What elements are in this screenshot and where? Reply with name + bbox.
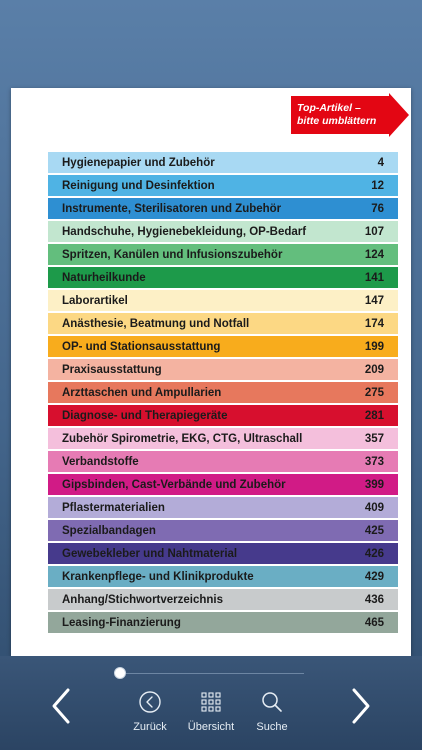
toc-row[interactable]: Krankenpflege- und Klinikprodukte 429 bbox=[48, 566, 398, 587]
toc-page-number: 281 bbox=[364, 409, 384, 422]
toc-row[interactable]: Spritzen, Kanülen und Infusionszubehör 12… bbox=[48, 244, 398, 265]
toc-label: OP- und Stationsausstattung bbox=[62, 340, 221, 353]
table-of-contents: Hygienepapier und Zubehör 4 Reinigung und … bbox=[48, 152, 398, 635]
toc-label: Diagnose- und Therapiegeräte bbox=[62, 409, 228, 422]
toc-page-number: 409 bbox=[364, 501, 384, 514]
toc-page-number: 373 bbox=[364, 455, 384, 468]
toc-label: Instrumente, Sterilisatoren und Zubehör bbox=[62, 202, 282, 215]
toc-row[interactable]: Spezialbandagen 425 bbox=[48, 520, 398, 541]
toc-row[interactable]: Naturheilkunde 141 bbox=[48, 267, 398, 288]
toc-label: Zubehör Spirometrie, EKG, CTG, Ultrascha… bbox=[62, 432, 303, 445]
toc-page-number: 209 bbox=[364, 363, 384, 376]
toc-label: Reinigung und Desinfektion bbox=[62, 179, 215, 192]
back-button[interactable]: Zurück bbox=[115, 689, 185, 733]
grid-icon bbox=[201, 692, 221, 712]
toc-row[interactable]: Handschuhe, Hygienebekleidung, OP-Bedarf… bbox=[48, 221, 398, 242]
toc-row[interactable]: Leasing-Finanzierung 465 bbox=[48, 612, 398, 633]
toc-label: Arzttaschen und Ampullarien bbox=[62, 386, 222, 399]
page-slider-thumb[interactable] bbox=[114, 667, 126, 679]
toc-label: Hygienepapier und Zubehör bbox=[62, 156, 215, 169]
toc-label: Gewebekleber und Nahtmaterial bbox=[62, 547, 238, 560]
toc-label: Anhang/Stichwortverzeichnis bbox=[62, 593, 224, 606]
top-article-ribbon: Top-Artikel – bitte umblättern bbox=[291, 93, 409, 137]
circle-chevron-left-icon bbox=[139, 691, 161, 713]
toc-row[interactable]: OP- und Stationsausstattung 199 bbox=[48, 336, 398, 357]
toc-row[interactable]: Anästhesie, Beatmung und Notfall 174 bbox=[48, 313, 398, 334]
toc-page-number: 275 bbox=[364, 386, 384, 399]
reader-toolbar: Zurück Übersicht Suche bbox=[0, 656, 422, 750]
toc-page-number: 147 bbox=[364, 294, 384, 307]
toc-row[interactable]: Anhang/Stichwortverzeichnis 436 bbox=[48, 589, 398, 610]
toc-label: Pflastermaterialien bbox=[62, 501, 165, 514]
toc-page-number: 426 bbox=[364, 547, 384, 560]
toc-page-number: 174 bbox=[364, 317, 384, 330]
toc-label: Spritzen, Kanülen und Infusionszubehör bbox=[62, 248, 283, 261]
toc-row[interactable]: Praxisausstattung 209 bbox=[48, 359, 398, 380]
toc-row[interactable]: Gewebekleber und Nahtmaterial 426 bbox=[48, 543, 398, 564]
overview-button[interactable]: Übersicht bbox=[176, 689, 246, 733]
page-slider-track[interactable] bbox=[120, 673, 304, 674]
toc-page-number: 199 bbox=[364, 340, 384, 353]
catalog-page: Top-Artikel – bitte umblättern Hygienepa… bbox=[11, 88, 411, 656]
toc-page-number: 141 bbox=[364, 271, 384, 284]
ribbon-line-2: bitte umblättern bbox=[297, 115, 377, 127]
toc-label: Handschuhe, Hygienebekleidung, OP-Bedarf bbox=[62, 225, 307, 238]
toc-row[interactable]: Pflastermaterialien 409 bbox=[48, 497, 398, 518]
toc-row[interactable]: Diagnose- und Therapiegeräte 281 bbox=[48, 405, 398, 426]
toc-label: Gipsbinden, Cast-Verbände und Zubehör bbox=[62, 478, 286, 491]
ribbon-line-1: Top-Artikel – bbox=[297, 102, 361, 114]
search-button[interactable]: Suche bbox=[237, 689, 307, 733]
toc-row[interactable]: Gipsbinden, Cast-Verbände und Zubehör 399 bbox=[48, 474, 398, 495]
ribbon-arrow-shape bbox=[291, 93, 409, 137]
toc-page-number: 124 bbox=[364, 248, 384, 261]
toc-label: Verbandstoffe bbox=[62, 455, 139, 468]
toc-row[interactable]: Instrumente, Sterilisatoren und Zubehör 7… bbox=[48, 198, 398, 219]
toc-label: Laborartikel bbox=[62, 294, 128, 307]
previous-page-button[interactable] bbox=[46, 686, 76, 726]
toc-page-number: 399 bbox=[364, 478, 384, 491]
toc-row[interactable]: Hygienepapier und Zubehör 4 bbox=[48, 152, 398, 173]
toc-page-number: 465 bbox=[364, 616, 384, 629]
toc-row[interactable]: Arzttaschen und Ampullarien 275 bbox=[48, 382, 398, 403]
toc-label: Krankenpflege- und Klinikprodukte bbox=[62, 570, 254, 583]
toc-page-number: 12 bbox=[371, 179, 384, 192]
toc-row[interactable]: Verbandstoffe 373 bbox=[48, 451, 398, 472]
toc-page-number: 436 bbox=[364, 593, 384, 606]
overview-label: Übersicht bbox=[187, 721, 235, 733]
toc-row[interactable]: Laborartikel 147 bbox=[48, 290, 398, 311]
toc-row[interactable]: Zubehör Spirometrie, EKG, CTG, Ultrascha… bbox=[48, 428, 398, 449]
toc-page-number: 429 bbox=[364, 570, 384, 583]
toc-page-number: 4 bbox=[377, 156, 384, 169]
toc-row[interactable]: Reinigung und Desinfektion 12 bbox=[48, 175, 398, 196]
chevron-right-icon bbox=[352, 688, 370, 724]
toc-page-number: 357 bbox=[364, 432, 384, 445]
toc-page-number: 76 bbox=[371, 202, 384, 215]
toc-label: Naturheilkunde bbox=[62, 271, 146, 284]
next-page-button[interactable] bbox=[346, 686, 376, 726]
chevron-left-icon bbox=[52, 688, 70, 724]
toc-label: Leasing-Finanzierung bbox=[62, 616, 181, 629]
back-label: Zurück bbox=[133, 721, 167, 733]
toc-page-number: 425 bbox=[364, 524, 384, 537]
search-label: Suche bbox=[256, 721, 288, 733]
toc-page-number: 107 bbox=[364, 225, 384, 238]
toc-label: Anästhesie, Beatmung und Notfall bbox=[62, 317, 250, 330]
toc-label: Spezialbandagen bbox=[62, 524, 156, 537]
toc-label: Praxisausstattung bbox=[62, 363, 162, 376]
magnifier-icon bbox=[262, 692, 282, 712]
